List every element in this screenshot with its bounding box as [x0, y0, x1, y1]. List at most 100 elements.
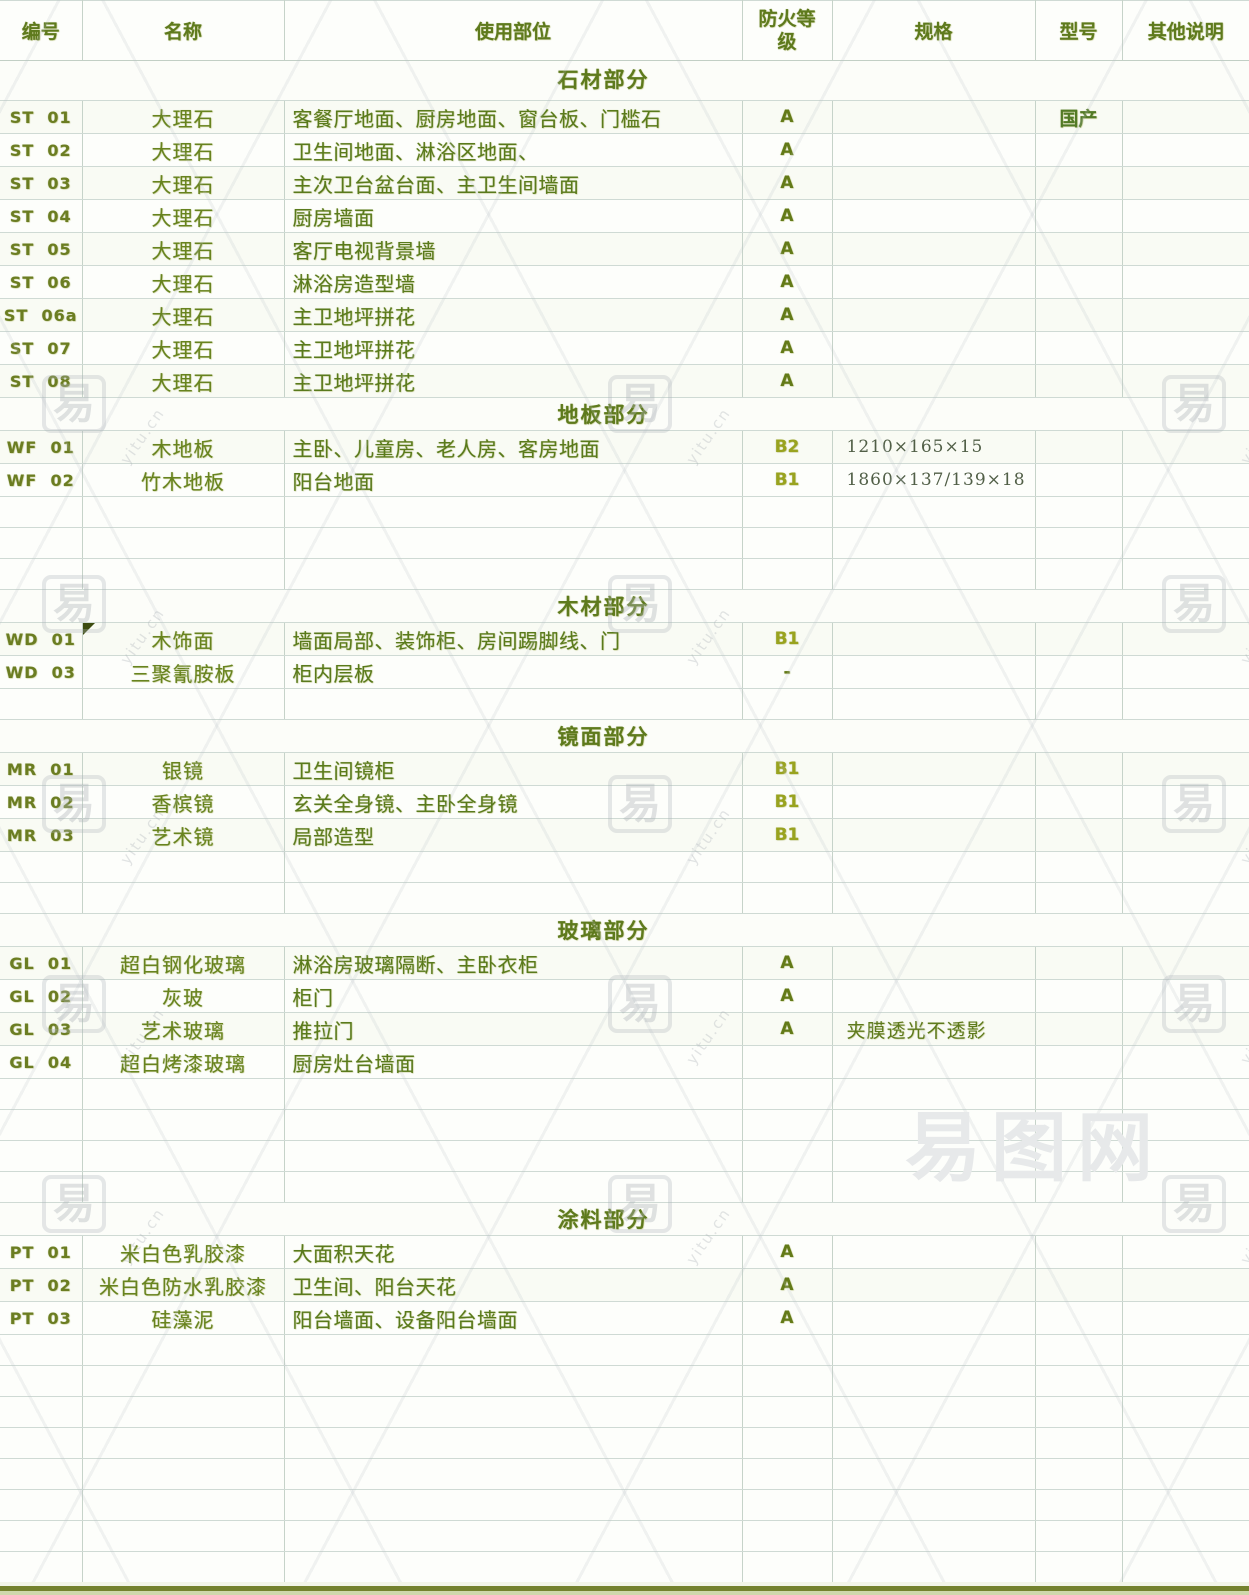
empty-cell	[1121, 527, 1249, 559]
cell-model	[1034, 232, 1123, 266]
cell-fire: A	[741, 1012, 833, 1046]
cell-text: 主卫地坪拼花	[292, 337, 416, 362]
empty-cell	[831, 1334, 1036, 1366]
cell-text: B1	[774, 792, 800, 812]
cell-text: 木地板	[151, 436, 215, 461]
cell-fire: B2	[741, 430, 833, 464]
material-row: WD 03 三聚氰胺板 柜内层板 -	[0, 655, 1249, 689]
cell-code: ST 02	[0, 133, 83, 167]
blank-row	[0, 882, 1249, 914]
blank-row	[0, 851, 1249, 883]
cell-fire: A	[741, 232, 833, 266]
empty-cell	[1034, 1489, 1123, 1521]
cell-text: 客餐厅地面、厨房地面、窗台板、门槛石	[292, 106, 662, 131]
cell-text: 大理石	[151, 271, 215, 296]
empty-cell	[81, 496, 285, 528]
cell-fire: A	[741, 1235, 833, 1269]
cell-code: WD 01	[0, 622, 83, 656]
cell-note	[1121, 1045, 1249, 1079]
bottom-border-bar	[0, 1582, 1249, 1595]
cell-spec	[831, 100, 1036, 134]
cell-text: 1860×137/139×18	[846, 470, 1026, 490]
materials-table-body: 石材部分 ST 01 大理石 客餐厅地面、厨房地面、窗台板、门槛石 A 国产 ST 02 大理…	[0, 60, 1249, 1583]
cell-text: 夹膜透光不透影	[846, 1019, 987, 1042]
cell-name: 艺术玻璃	[81, 1012, 285, 1046]
cell-text: A	[780, 371, 794, 391]
cell-text: ST 06a	[3, 305, 78, 325]
material-row: GL 03 艺术玻璃 推拉门 A 夹膜透光不透影	[0, 1012, 1249, 1046]
empty-cell	[0, 1171, 83, 1203]
cell-usage: 墙面局部、装饰柜、房间踢脚线、门	[283, 622, 743, 656]
empty-cell	[0, 1078, 83, 1110]
cell-text: MR 01	[6, 759, 75, 779]
cell-name: 大理石	[81, 298, 285, 332]
empty-cell	[1121, 1396, 1249, 1428]
cell-fire: B1	[741, 785, 833, 819]
cell-usage: 厨房墙面	[283, 199, 743, 233]
material-row: MR 03 艺术镜 局部造型 B1	[0, 818, 1249, 852]
cell-model	[1034, 979, 1123, 1013]
empty-cell	[0, 851, 83, 883]
empty-cell	[1034, 882, 1123, 914]
empty-cell	[1121, 1458, 1249, 1490]
material-row: ST 03 大理石 主次卫台盆台面、主卫生间墙面 A	[0, 166, 1249, 200]
cell-text: ST 04	[9, 206, 72, 226]
cell-note	[1121, 331, 1249, 365]
cell-fire: A	[741, 1268, 833, 1302]
cell-name: 大理石	[81, 232, 285, 266]
cell-model	[1034, 1268, 1123, 1302]
col-header-usage: 使用部位	[283, 0, 743, 61]
cell-usage: 主卧、儿童房、老人房、客房地面	[283, 430, 743, 464]
material-row: GL 02 灰玻 柜门 A	[0, 979, 1249, 1013]
cell-name: 木地板	[81, 430, 285, 464]
cell-name: 米白色防水乳胶漆	[81, 1268, 285, 1302]
cell-spec: 1210×165×15	[831, 430, 1036, 464]
blank-row	[0, 496, 1249, 528]
cell-usage: 推拉门	[283, 1012, 743, 1046]
empty-cell	[741, 1334, 833, 1366]
cell-text: 厨房灶台墙面	[292, 1051, 416, 1076]
cell-spec	[831, 166, 1036, 200]
empty-cell	[741, 496, 833, 528]
empty-cell	[1121, 1365, 1249, 1397]
cell-fire: A	[741, 1301, 833, 1335]
table-header-row: 编号 名称 使用部位 防火等级 规格 型号 其他说明	[0, 0, 1249, 61]
cell-code: WD 03	[0, 655, 83, 689]
cell-model	[1034, 298, 1123, 332]
section-row: 玻璃部分	[0, 913, 1249, 947]
empty-cell	[0, 1458, 83, 1490]
cell-text: WD 03	[5, 662, 76, 682]
blank-row	[0, 1140, 1249, 1172]
material-row: PT 02 米白色防水乳胶漆 卫生间、阳台天花 A	[0, 1268, 1249, 1302]
cell-text: 大理石	[151, 304, 215, 329]
cell-code: PT 03	[0, 1301, 83, 1335]
cell-name: 大理石	[81, 100, 285, 134]
cell-usage: 客厅电视背景墙	[283, 232, 743, 266]
cell-text: 阳台墙面、设备阳台墙面	[292, 1307, 518, 1332]
empty-cell	[0, 1334, 83, 1366]
cell-code: PT 02	[0, 1268, 83, 1302]
cell-code: ST 08	[0, 364, 83, 398]
empty-cell	[81, 1427, 285, 1459]
empty-cell	[81, 1396, 285, 1428]
cell-text: ST 08	[9, 371, 72, 391]
cell-text: 阳台地面	[292, 469, 375, 494]
cell-usage: 阳台墙面、设备阳台墙面	[283, 1301, 743, 1335]
empty-cell	[831, 1489, 1036, 1521]
empty-cell	[81, 1520, 285, 1552]
cell-text: 卫生间镜柜	[292, 758, 395, 783]
cell-text: 大理石	[151, 106, 215, 131]
cell-text: 玄关全身镜、主卧全身镜	[292, 791, 518, 816]
cell-text: 墙面局部、装饰柜、房间踢脚线、门	[292, 628, 621, 653]
cell-text: PT 03	[9, 1308, 72, 1328]
cell-text: A	[780, 953, 794, 973]
cell-text: -	[783, 662, 791, 682]
empty-cell	[283, 1171, 743, 1203]
cell-note	[1121, 430, 1249, 464]
empty-cell	[81, 1171, 285, 1203]
cell-code: WF 01	[0, 430, 83, 464]
cell-spec	[831, 1268, 1036, 1302]
cell-text: ST 01	[9, 107, 72, 127]
col-header-code: 编号	[0, 0, 83, 61]
material-row: GL 01 超白钢化玻璃 淋浴房玻璃隔断、主卧衣柜 A	[0, 946, 1249, 980]
